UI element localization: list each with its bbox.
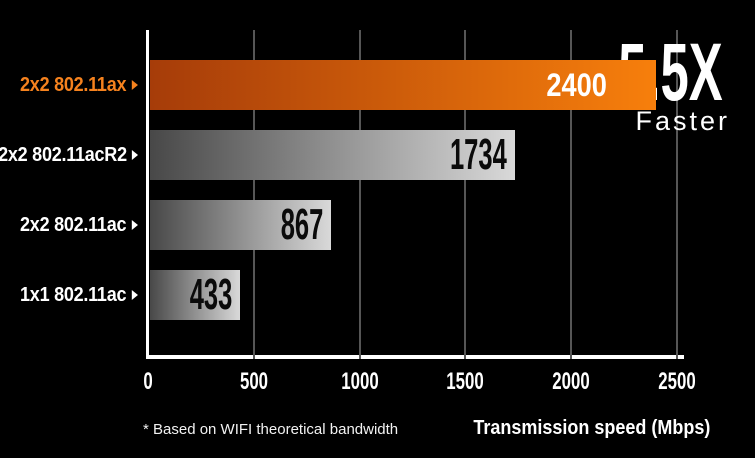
gridline-1000 (358, 30, 361, 359)
bar-2x2 802.11ac: 867 (150, 200, 331, 250)
bar-value-label: 2400 (546, 67, 607, 103)
category-label-1x1 802.11ac: 1x1 802.11ac (20, 270, 138, 320)
footnote: * Based on WIFI theoretical bandwidth (143, 421, 399, 438)
gridline-2000 (570, 30, 573, 359)
x-tick-label-2000: 2000 (552, 368, 590, 395)
x-tick-label-500: 500 (239, 368, 268, 395)
arrow-right-icon (131, 150, 138, 160)
category-label-2x2 802.11ax: 2x2 802.11ax (20, 60, 138, 110)
arrow-right-icon (131, 290, 138, 300)
arrow-right-icon (131, 220, 138, 230)
category-label-text: 2x2 802.11acR2 (0, 143, 127, 166)
gridline-1500 (464, 30, 467, 359)
category-label-2x2 802.11acR2: 2x2 802.11acR2 (0, 130, 138, 180)
gridline-500 (252, 30, 255, 359)
x-tick-label-1500: 1500 (446, 368, 485, 395)
bar-1x1 802.11ac: 433 (150, 270, 240, 320)
plot-area: 2400 1734 867 433 (146, 30, 684, 359)
x-tick-label-2500: 2500 (658, 368, 696, 395)
x-axis-title: Transmission speed (Mbps) (472, 417, 710, 439)
y-axis-line (146, 30, 149, 359)
bar-2x2 802.11ax: 2400 (150, 60, 656, 110)
gridline-2500 (676, 30, 678, 359)
x-axis-line (146, 355, 684, 359)
bar-value-label: 867 (280, 200, 323, 249)
arrow-right-icon (131, 80, 138, 90)
category-label-text: 1x1 802.11ac (20, 283, 127, 306)
category-label-text: 2x2 802.11ax (20, 73, 127, 96)
bar-2x2 802.11acR2: 1734 (150, 130, 515, 180)
x-tick-label-1000: 1000 (340, 368, 379, 395)
x-tick-label-0: 0 (143, 368, 153, 395)
bar-value-label: 1734 (450, 130, 507, 179)
bar-value-label: 433 (189, 270, 232, 319)
category-label-2x2 802.11ac: 2x2 802.11ac (20, 200, 138, 250)
category-label-text: 2x2 802.11ac (20, 213, 127, 236)
